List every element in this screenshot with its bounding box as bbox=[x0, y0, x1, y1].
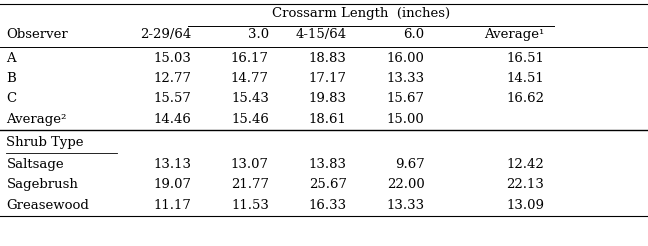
Text: Observer: Observer bbox=[6, 28, 68, 41]
Text: C: C bbox=[6, 92, 17, 106]
Text: 4-15/64: 4-15/64 bbox=[295, 28, 347, 41]
Text: 19.83: 19.83 bbox=[308, 92, 347, 106]
Text: Greasewood: Greasewood bbox=[6, 199, 89, 212]
Text: Crossarm Length  (inches): Crossarm Length (inches) bbox=[272, 7, 450, 20]
Text: 13.07: 13.07 bbox=[231, 158, 269, 171]
Text: 9.67: 9.67 bbox=[395, 158, 424, 171]
Text: 15.57: 15.57 bbox=[154, 92, 191, 106]
Text: 6.0: 6.0 bbox=[403, 28, 424, 41]
Text: 21.77: 21.77 bbox=[231, 178, 269, 191]
Text: 16.62: 16.62 bbox=[506, 92, 544, 106]
Text: 13.13: 13.13 bbox=[153, 158, 191, 171]
Text: 19.07: 19.07 bbox=[153, 178, 191, 191]
Text: 15.67: 15.67 bbox=[386, 92, 424, 106]
Text: 18.61: 18.61 bbox=[309, 113, 347, 126]
Text: 11.53: 11.53 bbox=[231, 199, 269, 212]
Text: 15.43: 15.43 bbox=[231, 92, 269, 106]
Text: 14.77: 14.77 bbox=[231, 72, 269, 85]
Text: 25.67: 25.67 bbox=[308, 178, 347, 191]
Text: Average¹: Average¹ bbox=[484, 28, 544, 41]
Text: B: B bbox=[6, 72, 16, 85]
Text: 12.77: 12.77 bbox=[153, 72, 191, 85]
Text: 22.13: 22.13 bbox=[507, 178, 544, 191]
Text: 13.83: 13.83 bbox=[308, 158, 347, 171]
Text: 22.00: 22.00 bbox=[387, 178, 424, 191]
Text: 3.0: 3.0 bbox=[248, 28, 269, 41]
Text: 15.00: 15.00 bbox=[387, 113, 424, 126]
Text: 18.83: 18.83 bbox=[309, 52, 347, 65]
Text: 14.46: 14.46 bbox=[154, 113, 191, 126]
Text: 13.33: 13.33 bbox=[386, 199, 424, 212]
Text: Shrub Type: Shrub Type bbox=[6, 136, 84, 149]
Text: 2-29/64: 2-29/64 bbox=[140, 28, 191, 41]
Text: 13.09: 13.09 bbox=[506, 199, 544, 212]
Text: 16.33: 16.33 bbox=[308, 199, 347, 212]
Text: 16.00: 16.00 bbox=[387, 52, 424, 65]
Text: Saltsage: Saltsage bbox=[6, 158, 64, 171]
Text: 16.51: 16.51 bbox=[507, 52, 544, 65]
Text: 11.17: 11.17 bbox=[154, 199, 191, 212]
Text: Sagebrush: Sagebrush bbox=[6, 178, 78, 191]
Text: 16.17: 16.17 bbox=[231, 52, 269, 65]
Text: 13.33: 13.33 bbox=[386, 72, 424, 85]
Text: 17.17: 17.17 bbox=[308, 72, 347, 85]
Text: 14.51: 14.51 bbox=[507, 72, 544, 85]
Text: 12.42: 12.42 bbox=[507, 158, 544, 171]
Text: A: A bbox=[6, 52, 16, 65]
Text: Average²: Average² bbox=[6, 113, 67, 126]
Text: 15.46: 15.46 bbox=[231, 113, 269, 126]
Text: 15.03: 15.03 bbox=[154, 52, 191, 65]
